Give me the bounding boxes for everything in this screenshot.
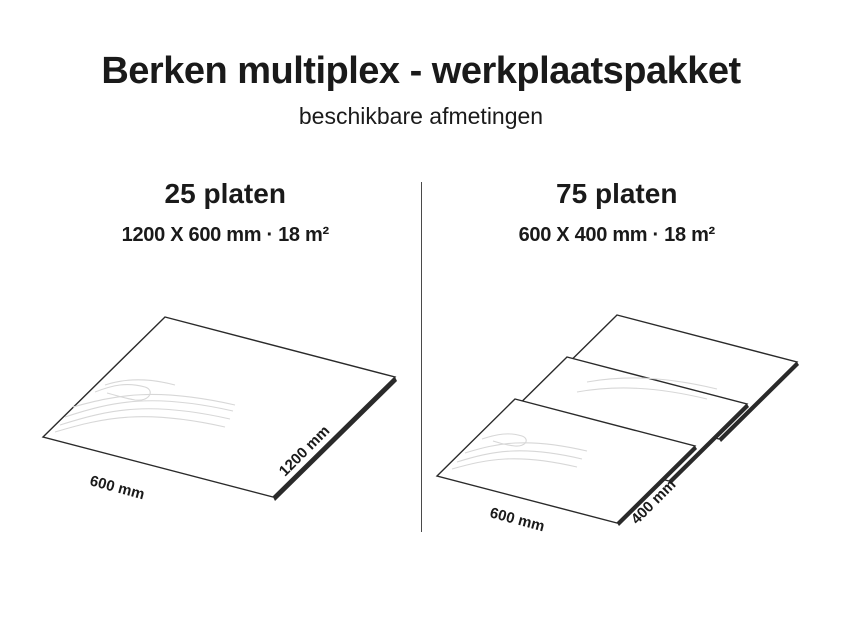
left-panel-title: 25 platen [165,178,286,210]
left-dim-a: 600 mm [88,472,146,503]
page-subtitle: beschikbare afmetingen [299,103,543,130]
right-illustration: 600 mm 400 mm [422,267,813,547]
left-illustration: 600 mm 1200 mm [30,267,421,547]
left-panel-subtitle: 1200 X 600 mm · 18 m² [122,224,329,247]
panels-row: 25 platen 1200 X 600 mm · 18 m² [30,178,812,584]
right-panel-subtitle: 600 X 400 mm · 18 m² [519,224,715,247]
page-title: Berken multiplex - werkplaatspakket [101,50,740,93]
infographic-root: Berken multiplex - werkplaatspakket besc… [0,0,842,624]
right-dim-a: 600 mm [488,504,546,535]
plate-face [43,317,395,497]
right-plate-svg: 600 mm 400 mm [427,267,807,547]
left-plate-svg: 600 mm 1200 mm [35,267,415,547]
panel-right: 75 platen 600 X 400 mm · 18 m² [422,178,813,584]
right-panel-title: 75 platen [556,178,677,210]
panel-left: 25 platen 1200 X 600 mm · 18 m² [30,178,421,584]
